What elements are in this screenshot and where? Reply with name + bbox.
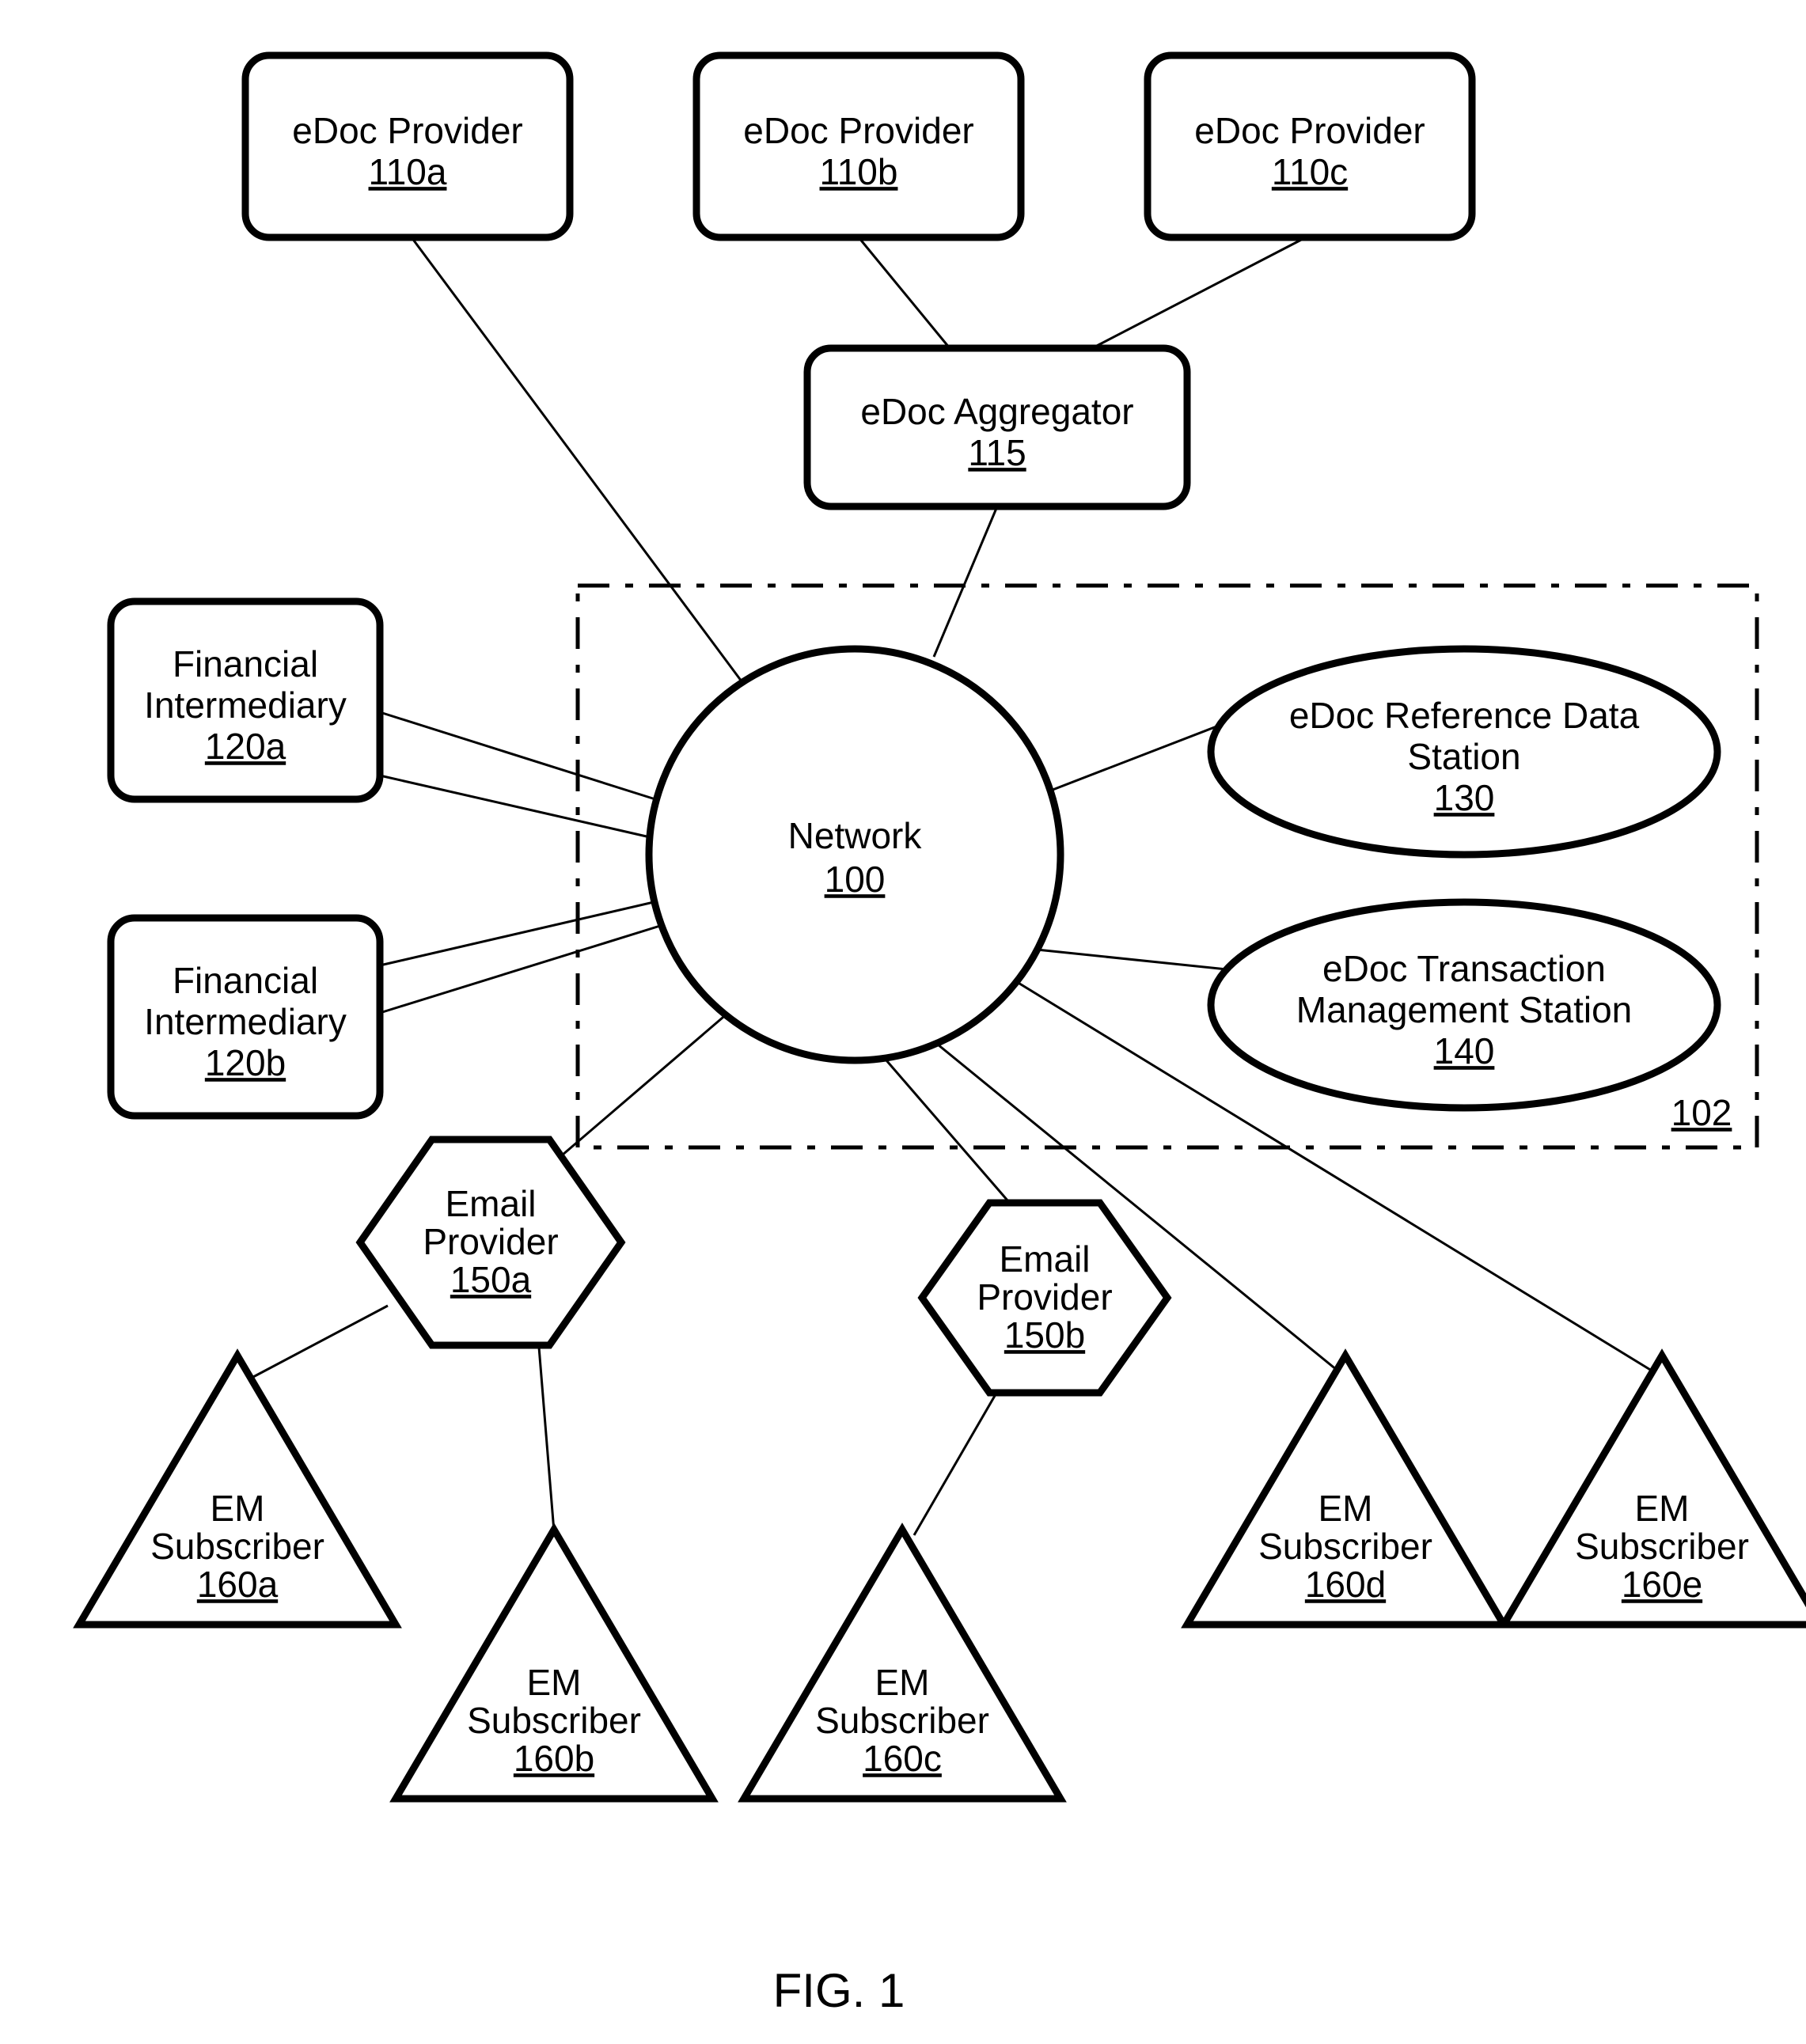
svg-text:110c: 110c [1272,151,1348,192]
svg-text:Network: Network [788,815,923,856]
svg-text:eDoc Provider: eDoc Provider [1194,110,1425,151]
svg-text:EM: EM [875,1662,930,1703]
svg-text:140: 140 [1434,1030,1495,1071]
svg-text:115: 115 [968,432,1026,473]
svg-text:160a: 160a [197,1564,279,1605]
svg-text:150b: 150b [1004,1314,1085,1356]
svg-text:Station: Station [1407,736,1520,777]
svg-text:100: 100 [825,859,886,900]
svg-text:160d: 160d [1305,1564,1386,1605]
svg-text:eDoc Reference Data: eDoc Reference Data [1289,695,1640,736]
svg-text:EM: EM [1635,1488,1690,1529]
svg-text:Intermediary: Intermediary [144,684,347,726]
svg-text:eDoc Provider: eDoc Provider [743,110,973,151]
svg-text:110a: 110a [369,151,447,192]
svg-text:160c: 160c [863,1738,942,1779]
svg-text:Provider: Provider [977,1276,1112,1318]
svg-text:Management Station: Management Station [1296,989,1633,1030]
svg-text:Subscriber: Subscriber [1258,1526,1432,1567]
svg-text:120b: 120b [205,1042,286,1083]
svg-text:Subscriber: Subscriber [467,1700,641,1741]
svg-text:eDoc Provider: eDoc Provider [292,110,522,151]
svg-text:eDoc Aggregator: eDoc Aggregator [860,391,1133,432]
svg-text:EM: EM [211,1488,265,1529]
svg-text:eDoc Transaction: eDoc Transaction [1322,948,1606,989]
svg-text:Financial: Financial [173,960,318,1001]
svg-text:Subscriber: Subscriber [815,1700,989,1741]
svg-text:Email: Email [445,1183,536,1224]
svg-text:Financial: Financial [173,643,318,684]
svg-text:150a: 150a [450,1259,532,1300]
svg-text:160b: 160b [514,1738,594,1779]
svg-text:130: 130 [1434,777,1495,818]
svg-text:Subscriber: Subscriber [1575,1526,1749,1567]
figure-caption: FIG. 1 [773,1964,905,2017]
svg-text:Provider: Provider [423,1221,558,1262]
svg-text:EM: EM [527,1662,582,1703]
svg-text:160e: 160e [1622,1564,1702,1605]
svg-text:EM: EM [1318,1488,1373,1529]
svg-text:110b: 110b [820,151,898,192]
svg-text:120a: 120a [205,726,286,767]
svg-text:102: 102 [1671,1092,1732,1133]
svg-text:Email: Email [999,1238,1090,1280]
svg-text:Subscriber: Subscriber [150,1526,324,1567]
svg-text:Intermediary: Intermediary [144,1001,347,1042]
